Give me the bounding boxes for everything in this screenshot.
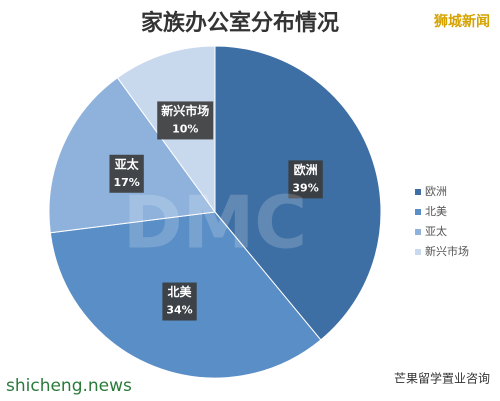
data-label-value: 39% <box>292 181 318 194</box>
chart-title: 家族办公室分布情况 <box>141 10 339 36</box>
data-label: 欧洲 39% <box>288 160 323 199</box>
legend-swatch <box>415 209 421 215</box>
data-label: 新兴市场 10% <box>157 101 214 140</box>
legend-swatch <box>415 189 421 195</box>
data-label-category: 欧洲 <box>294 162 318 177</box>
data-label: 北美 34% <box>162 282 197 321</box>
watermark: 芒果留学置业咨询 <box>394 371 490 386</box>
data-label-category: 亚太 <box>115 156 140 171</box>
data-label-value: 34% <box>166 304 192 317</box>
data-label: 亚太 17% <box>109 154 144 193</box>
data-label-box <box>109 154 144 193</box>
overlays: 狮城新闻 shicheng.news 芒果留学置业咨询 DMC <box>6 13 490 396</box>
legend-label: 新兴市场 <box>425 244 469 258</box>
data-label-value: 10% <box>172 122 198 135</box>
data-label-value: 17% <box>113 176 139 189</box>
data-label-category: 新兴市场 <box>161 103 209 118</box>
pie: 欧洲 39% 北美 34% 亚太 17% 新兴市场 10% <box>48 45 382 379</box>
data-label-box <box>288 160 323 199</box>
data-label-box <box>157 101 214 140</box>
legend-label: 北美 <box>425 205 447 218</box>
legend-swatch <box>415 229 421 235</box>
legend-swatch <box>415 249 421 255</box>
legend-label: 亚太 <box>425 225 447 238</box>
watermark: DMC <box>123 181 307 265</box>
data-label-category: 北美 <box>168 284 193 299</box>
legend-label: 欧洲 <box>425 185 447 198</box>
data-label-box <box>162 282 197 321</box>
watermark: 狮城新闻 <box>433 13 490 30</box>
watermark: shicheng.news <box>6 376 132 396</box>
